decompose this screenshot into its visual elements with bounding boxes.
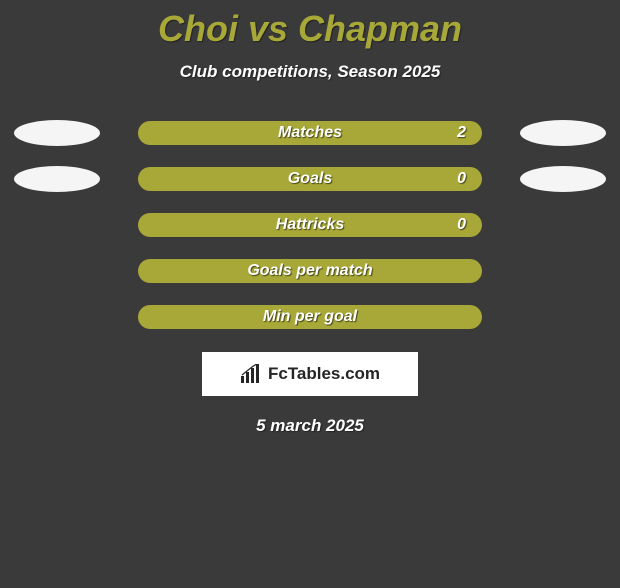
right-value-ellipse <box>520 258 606 284</box>
stat-bar: Goals per match <box>138 259 482 283</box>
left-value-ellipse <box>14 258 100 284</box>
stat-value: 0 <box>457 216 466 234</box>
stat-bar: Matches 2 <box>138 121 482 145</box>
stat-value: 0 <box>457 170 466 188</box>
stat-bar: Goals 0 <box>138 167 482 191</box>
source-logo: FcTables.com <box>202 352 418 396</box>
left-value-ellipse <box>14 304 100 330</box>
page-subtitle: Club competitions, Season 2025 <box>0 62 620 82</box>
right-value-ellipse <box>520 212 606 238</box>
left-value-ellipse <box>14 212 100 238</box>
stat-label: Matches <box>278 124 342 142</box>
stat-label: Min per goal <box>263 308 357 326</box>
right-value-ellipse <box>520 304 606 330</box>
stat-row-hattricks: Hattricks 0 <box>0 202 620 248</box>
stat-value: 2 <box>457 124 466 142</box>
right-value-ellipse <box>520 166 606 192</box>
stat-label: Goals per match <box>247 262 372 280</box>
stat-bar: Hattricks 0 <box>138 213 482 237</box>
logo-text: FcTables.com <box>268 364 380 384</box>
bar-chart-icon <box>240 364 262 384</box>
left-value-ellipse <box>14 166 100 192</box>
footer-date: 5 march 2025 <box>0 416 620 436</box>
comparison-rows: Matches 2 Goals 0 Hattricks 0 Goals per … <box>0 110 620 340</box>
stat-label: Hattricks <box>276 216 344 234</box>
stat-row-matches: Matches 2 <box>0 110 620 156</box>
stat-row-goals-per-match: Goals per match <box>0 248 620 294</box>
stat-row-min-per-goal: Min per goal <box>0 294 620 340</box>
left-value-ellipse <box>14 120 100 146</box>
stat-bar: Min per goal <box>138 305 482 329</box>
right-value-ellipse <box>520 120 606 146</box>
stat-row-goals: Goals 0 <box>0 156 620 202</box>
stat-label: Goals <box>288 170 332 188</box>
page-title: Choi vs Chapman <box>0 8 620 50</box>
